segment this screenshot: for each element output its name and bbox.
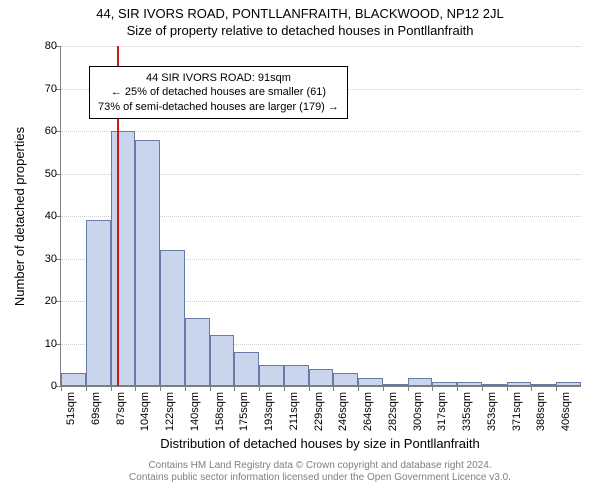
footer-line-1: Contains HM Land Registry data © Crown c… bbox=[60, 460, 580, 472]
x-tick-label: 317sqm bbox=[436, 392, 448, 431]
histogram-bar bbox=[457, 382, 482, 386]
chart-title-sub: Size of property relative to detached ho… bbox=[0, 21, 600, 38]
histogram-bar bbox=[284, 365, 309, 386]
grid-line bbox=[61, 131, 581, 132]
x-tick-label: 388sqm bbox=[535, 392, 547, 431]
x-tick-label: 353sqm bbox=[486, 392, 498, 431]
annotation-line: 44 SIR IVORS ROAD: 91sqm bbox=[98, 71, 339, 85]
x-tick-mark bbox=[507, 386, 508, 391]
y-tick-label: 10 bbox=[45, 338, 57, 350]
annotation-line: ← 25% of detached houses are smaller (61… bbox=[98, 85, 339, 99]
y-tick-label: 60 bbox=[45, 125, 57, 137]
histogram-bar bbox=[556, 382, 581, 386]
x-tick-label: 51sqm bbox=[65, 392, 77, 425]
histogram-bar bbox=[358, 378, 383, 387]
x-tick-mark bbox=[482, 386, 483, 391]
x-tick-label: 87sqm bbox=[115, 392, 127, 425]
x-tick-mark bbox=[135, 386, 136, 391]
x-tick-label: 246sqm bbox=[337, 392, 349, 431]
histogram-bar bbox=[259, 365, 284, 386]
x-axis-label: Distribution of detached houses by size … bbox=[60, 436, 580, 451]
x-tick-label: 140sqm bbox=[189, 392, 201, 431]
x-tick-label: 229sqm bbox=[313, 392, 325, 431]
x-tick-mark bbox=[556, 386, 557, 391]
x-tick-mark bbox=[234, 386, 235, 391]
x-tick-label: 406sqm bbox=[560, 392, 572, 431]
x-tick-mark bbox=[185, 386, 186, 391]
histogram-bar bbox=[111, 131, 136, 386]
x-tick-label: 211sqm bbox=[288, 392, 300, 430]
x-tick-mark bbox=[531, 386, 532, 391]
y-tick-label: 70 bbox=[45, 83, 57, 95]
x-tick-label: 193sqm bbox=[263, 392, 275, 431]
footer-line-2: Contains public sector information licen… bbox=[60, 472, 580, 484]
x-tick-label: 175sqm bbox=[238, 392, 250, 431]
annotation-box: 44 SIR IVORS ROAD: 91sqm← 25% of detache… bbox=[89, 66, 348, 119]
histogram-bar bbox=[482, 384, 507, 386]
grid-line bbox=[61, 46, 581, 47]
y-axis-label: Number of detached properties bbox=[12, 46, 28, 386]
y-tick-label: 80 bbox=[45, 40, 57, 52]
footer-note: Contains HM Land Registry data © Crown c… bbox=[60, 460, 580, 484]
histogram-bar bbox=[309, 369, 334, 386]
x-tick-mark bbox=[210, 386, 211, 391]
x-tick-mark bbox=[333, 386, 334, 391]
x-tick-label: 371sqm bbox=[511, 392, 523, 431]
histogram-bar bbox=[160, 250, 185, 386]
histogram-bar bbox=[234, 352, 259, 386]
x-tick-mark bbox=[358, 386, 359, 391]
histogram-bar bbox=[185, 318, 210, 386]
x-tick-mark bbox=[408, 386, 409, 391]
histogram-bar bbox=[507, 382, 532, 386]
histogram-bar bbox=[61, 373, 86, 386]
plot-area: 0102030405060708051sqm69sqm87sqm104sqm12… bbox=[60, 46, 581, 387]
x-tick-label: 69sqm bbox=[90, 392, 102, 425]
y-tick-label: 0 bbox=[51, 380, 57, 392]
x-tick-label: 264sqm bbox=[362, 392, 374, 431]
histogram-bar bbox=[531, 384, 556, 386]
y-tick-label: 30 bbox=[45, 253, 57, 265]
y-tick-label: 20 bbox=[45, 295, 57, 307]
x-tick-label: 282sqm bbox=[387, 392, 399, 431]
x-tick-label: 335sqm bbox=[461, 392, 473, 431]
y-tick-label: 50 bbox=[45, 168, 57, 180]
y-tick-label: 40 bbox=[45, 210, 57, 222]
x-tick-mark bbox=[259, 386, 260, 391]
x-tick-mark bbox=[457, 386, 458, 391]
x-tick-label: 300sqm bbox=[412, 392, 424, 431]
histogram-bar bbox=[333, 373, 358, 386]
x-tick-mark bbox=[61, 386, 62, 391]
histogram-bar bbox=[408, 378, 433, 387]
x-tick-label: 122sqm bbox=[164, 392, 176, 431]
x-tick-mark bbox=[284, 386, 285, 391]
x-tick-mark bbox=[160, 386, 161, 391]
x-tick-label: 158sqm bbox=[214, 392, 226, 431]
x-tick-mark bbox=[86, 386, 87, 391]
chart-title-main: 44, SIR IVORS ROAD, PONTLLANFRAITH, BLAC… bbox=[0, 0, 600, 21]
histogram-bar bbox=[210, 335, 235, 386]
x-tick-mark bbox=[309, 386, 310, 391]
histogram-bar bbox=[383, 384, 408, 386]
chart-container: 44, SIR IVORS ROAD, PONTLLANFRAITH, BLAC… bbox=[0, 0, 600, 500]
annotation-line: 73% of semi-detached houses are larger (… bbox=[98, 100, 339, 114]
histogram-bar bbox=[432, 382, 457, 386]
x-tick-mark bbox=[383, 386, 384, 391]
x-tick-mark bbox=[432, 386, 433, 391]
histogram-bar bbox=[135, 140, 160, 387]
histogram-bar bbox=[86, 220, 111, 386]
x-tick-label: 104sqm bbox=[139, 392, 151, 431]
x-tick-mark bbox=[111, 386, 112, 391]
